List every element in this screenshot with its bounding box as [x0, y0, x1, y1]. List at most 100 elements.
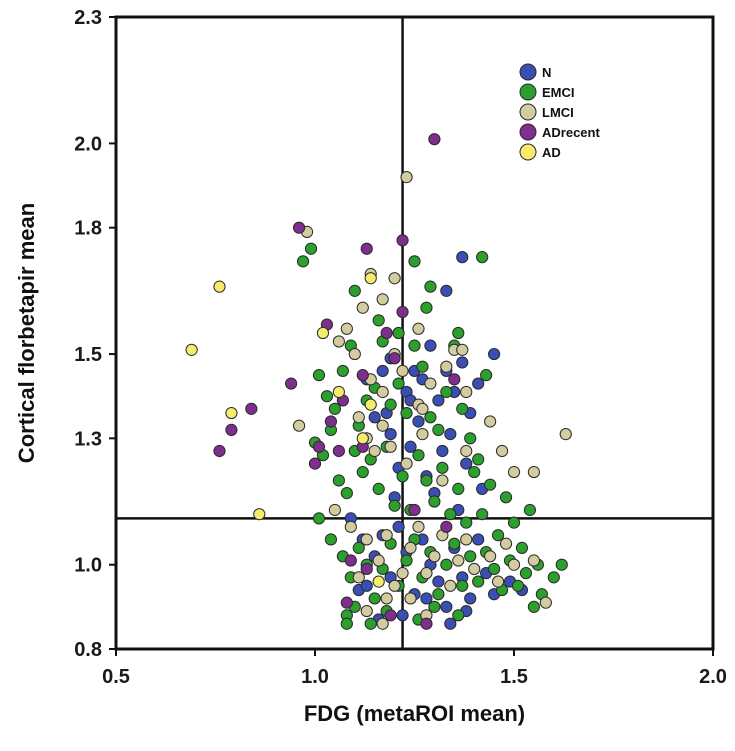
data-point — [412, 322, 425, 335]
data-point — [328, 503, 341, 517]
data-point — [507, 558, 521, 571]
data-point — [225, 406, 238, 420]
legend-marker — [519, 83, 537, 101]
data-point — [464, 592, 477, 605]
data-point — [452, 554, 465, 567]
data-point — [396, 305, 409, 319]
data-point — [392, 520, 405, 533]
data-point — [396, 470, 409, 483]
data-point — [511, 579, 525, 592]
data-point — [308, 457, 322, 470]
data-point — [519, 567, 533, 580]
legend-marker — [519, 103, 537, 121]
data-point — [380, 592, 393, 605]
data-point — [185, 343, 198, 356]
data-point — [372, 554, 385, 567]
legend-label: ADrecent — [542, 125, 600, 140]
data-point — [348, 347, 361, 361]
data-point — [456, 579, 469, 592]
data-point — [416, 428, 429, 441]
data-point — [456, 343, 469, 356]
data-point — [360, 242, 373, 255]
data-point — [448, 537, 461, 550]
data-point — [213, 280, 226, 293]
data-point — [392, 377, 405, 390]
data-point — [432, 575, 445, 588]
data-point — [404, 440, 417, 453]
series-lmci — [292, 171, 572, 630]
data-point — [332, 444, 345, 458]
y-axis-title: Cortical florbetapir mean — [14, 203, 39, 463]
data-point — [472, 377, 485, 390]
data-point — [452, 609, 465, 622]
data-point — [499, 491, 513, 504]
legend-marker — [519, 63, 537, 81]
data-point — [428, 600, 441, 613]
data-point — [460, 516, 473, 529]
data-point — [480, 369, 493, 382]
y-tick-label: 2.0 — [74, 133, 102, 155]
data-point — [384, 428, 397, 441]
y-tick-label: 0.8 — [74, 639, 102, 661]
data-point — [376, 364, 389, 378]
data-point — [416, 360, 429, 373]
data-point — [468, 562, 481, 576]
data-point — [432, 588, 445, 601]
data-point — [312, 440, 326, 453]
data-point — [388, 499, 401, 512]
y-tick-label: 1.3 — [74, 428, 102, 450]
series-n — [344, 251, 529, 630]
data-point — [420, 474, 433, 487]
data-point — [472, 453, 485, 466]
data-point — [368, 444, 381, 458]
data-point — [420, 567, 433, 580]
data-point — [488, 347, 501, 361]
data-point — [368, 592, 381, 605]
data-point — [460, 457, 473, 470]
data-point — [412, 415, 425, 428]
data-point — [304, 242, 318, 255]
data-point — [245, 402, 258, 415]
data-point — [336, 364, 349, 378]
data-point — [484, 415, 497, 428]
x-tick-label: 2.0 — [699, 666, 727, 688]
y-tick-label: 1.0 — [74, 555, 102, 577]
data-point — [344, 520, 357, 533]
data-point — [424, 411, 437, 424]
data-point — [340, 487, 353, 500]
data-point — [428, 550, 441, 563]
data-point — [420, 617, 433, 630]
data-point — [253, 508, 266, 521]
series-emci — [296, 242, 568, 630]
data-point — [424, 339, 437, 352]
data-point — [340, 617, 353, 630]
data-point — [555, 558, 568, 571]
x-tick-label: 1.0 — [301, 666, 329, 688]
data-point — [348, 284, 361, 297]
data-point — [428, 133, 441, 146]
data-point — [324, 415, 338, 428]
series-ad — [185, 272, 385, 588]
data-point — [515, 541, 529, 554]
legend-label: LMCI — [542, 105, 574, 120]
data-point — [396, 567, 409, 580]
data-point — [360, 533, 373, 546]
data-point — [360, 562, 373, 576]
data-point — [444, 428, 457, 441]
data-point — [328, 402, 341, 415]
data-point — [408, 339, 421, 352]
y-tick-label: 1.5 — [74, 344, 102, 366]
data-point — [296, 255, 310, 268]
y-tick-label: 2.3 — [74, 7, 102, 29]
data-point — [444, 579, 457, 592]
data-point — [364, 272, 377, 285]
data-point — [452, 326, 465, 340]
data-point — [440, 558, 453, 571]
x-tick-label: 1.5 — [500, 666, 528, 688]
data-point — [380, 326, 393, 340]
data-point — [332, 474, 345, 487]
data-point — [372, 314, 385, 327]
data-point — [488, 562, 501, 576]
data-point — [388, 352, 401, 365]
data-point — [400, 554, 413, 567]
